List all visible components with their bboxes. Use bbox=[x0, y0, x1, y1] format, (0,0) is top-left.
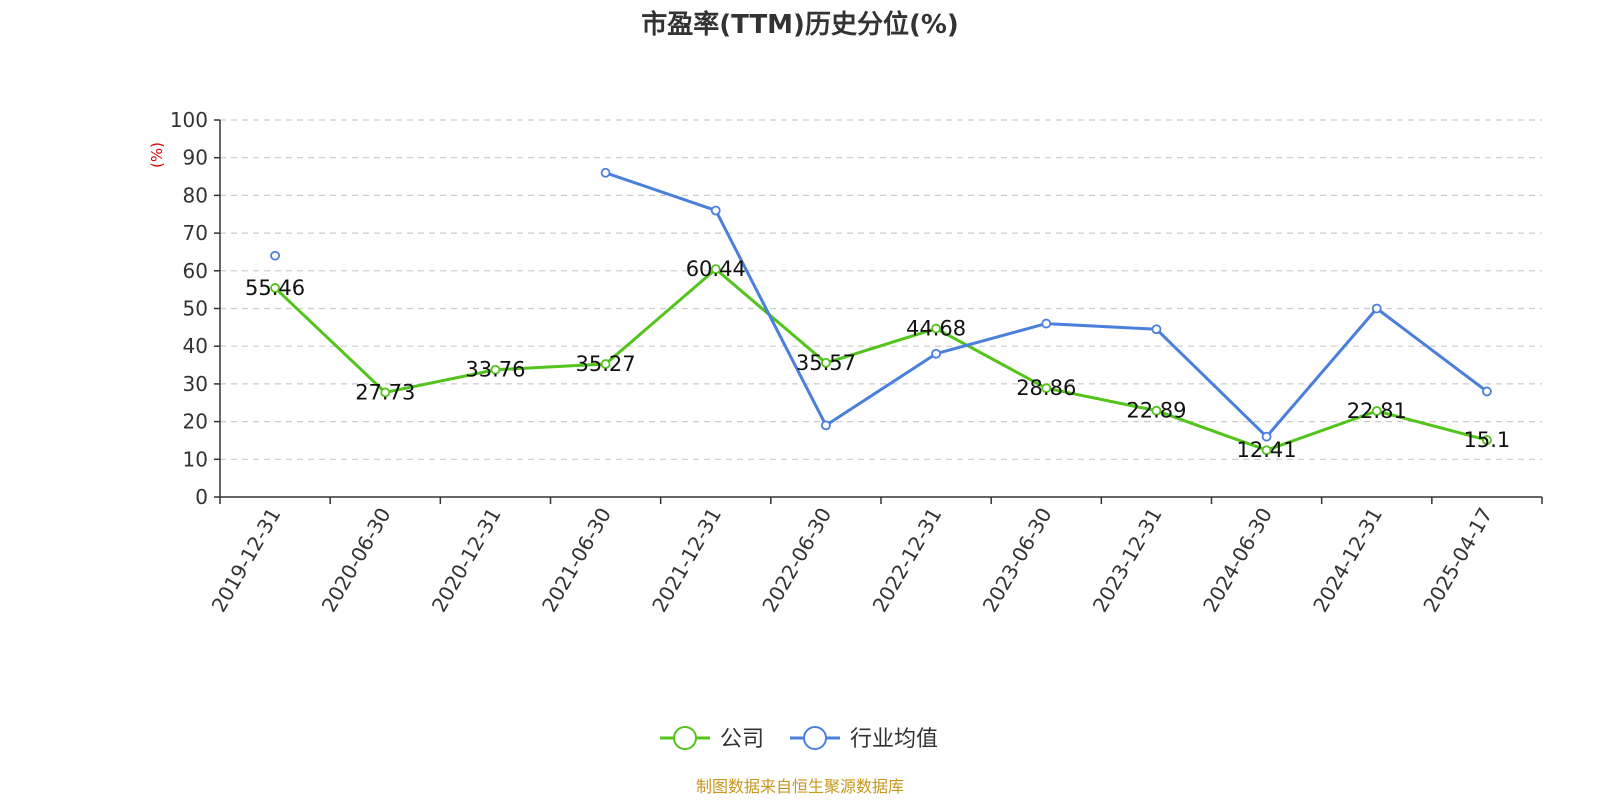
x-tick-label: 2025-04-17 bbox=[1418, 504, 1497, 617]
legend[interactable]: 公司 行业均值 bbox=[660, 726, 938, 752]
legend-label: 公司 bbox=[720, 727, 764, 752]
data-label: 33.76 bbox=[465, 358, 525, 382]
data-label: 28.86 bbox=[1016, 376, 1076, 400]
data-point bbox=[821, 420, 831, 431]
y-tick-label: 40 bbox=[183, 334, 208, 358]
y-axis-unit-label: (%) bbox=[148, 142, 166, 168]
data-point bbox=[1261, 445, 1272, 456]
data-point bbox=[270, 250, 280, 261]
series-line-0 bbox=[274, 267, 1488, 452]
x-tick-label: 2023-06-30 bbox=[978, 504, 1057, 617]
series-lines bbox=[270, 167, 1492, 456]
x-tick-label: 2024-12-31 bbox=[1308, 504, 1387, 617]
legend-marker-icon bbox=[673, 726, 697, 750]
data-point bbox=[1371, 303, 1382, 314]
data-point bbox=[1482, 386, 1492, 397]
chart-title: 市盈率(TTM)历史分位(%) bbox=[641, 9, 959, 40]
data-point bbox=[710, 264, 721, 275]
y-tick-label: 70 bbox=[183, 221, 208, 245]
data-point bbox=[821, 358, 831, 368]
legend-item[interactable]: 公司 bbox=[660, 726, 764, 752]
data-label: 22.81 bbox=[1347, 399, 1407, 423]
legend-label: 行业均值 bbox=[850, 727, 938, 752]
data-point bbox=[600, 359, 611, 369]
x-tick-label: 2022-06-30 bbox=[757, 504, 836, 617]
data-point bbox=[931, 348, 941, 359]
x-tick-label: 2020-12-31 bbox=[427, 504, 506, 617]
x-tick-label: 2021-06-30 bbox=[537, 504, 616, 617]
x-tick-label: 2023-12-31 bbox=[1088, 504, 1167, 617]
y-tick-label: 60 bbox=[183, 259, 208, 283]
y-tick-label: 50 bbox=[183, 297, 208, 321]
data-point bbox=[270, 283, 280, 293]
x-tick-label: 2019-12-31 bbox=[207, 504, 286, 617]
data-label: 12.41 bbox=[1237, 438, 1297, 462]
legend-item[interactable]: 行业均值 bbox=[790, 726, 938, 752]
data-labels: 55.46 27.73 33.76 35.27 60.44 35.57 44.68 28.86… bbox=[245, 257, 1510, 462]
data-point bbox=[1371, 406, 1382, 416]
data-label: 55.46 bbox=[245, 276, 305, 300]
x-tick-label: 2021-12-31 bbox=[647, 504, 726, 617]
x-tick-label: 2020-06-30 bbox=[317, 504, 396, 617]
y-tick-label: 80 bbox=[183, 183, 208, 207]
data-point bbox=[1261, 431, 1272, 442]
y-tick-label: 90 bbox=[183, 146, 208, 170]
grid-lines bbox=[220, 119, 1542, 460]
x-tick-label: 2022-12-31 bbox=[868, 504, 947, 617]
y-tick-label: 20 bbox=[183, 410, 208, 434]
legend-marker-icon bbox=[803, 726, 827, 750]
data-point bbox=[490, 364, 501, 375]
y-tick-label: 30 bbox=[183, 372, 208, 396]
data-label: 35.27 bbox=[576, 352, 636, 376]
data-point bbox=[931, 323, 941, 334]
data-point bbox=[1041, 383, 1052, 394]
y-tick-label: 0 bbox=[195, 485, 208, 509]
data-point bbox=[600, 167, 611, 178]
y-tick-label: 100 bbox=[170, 108, 208, 132]
data-point bbox=[710, 205, 721, 216]
data-point bbox=[380, 387, 391, 398]
data-label: 22.89 bbox=[1126, 399, 1186, 423]
source-note: 制图数据来自恒生聚源数据库 bbox=[696, 777, 904, 796]
data-point bbox=[1041, 318, 1052, 329]
data-point bbox=[1482, 435, 1492, 445]
data-label: 44.68 bbox=[906, 317, 966, 341]
data-label: 27.73 bbox=[355, 380, 415, 404]
data-point bbox=[1151, 405, 1162, 416]
data-label: 35.57 bbox=[796, 351, 856, 375]
data-label: 60.44 bbox=[686, 257, 746, 281]
data-point bbox=[1151, 324, 1162, 335]
x-tick-label: 2024-06-30 bbox=[1198, 504, 1277, 617]
data-label: 15.1 bbox=[1464, 428, 1511, 452]
y-tick-label: 10 bbox=[183, 447, 208, 471]
